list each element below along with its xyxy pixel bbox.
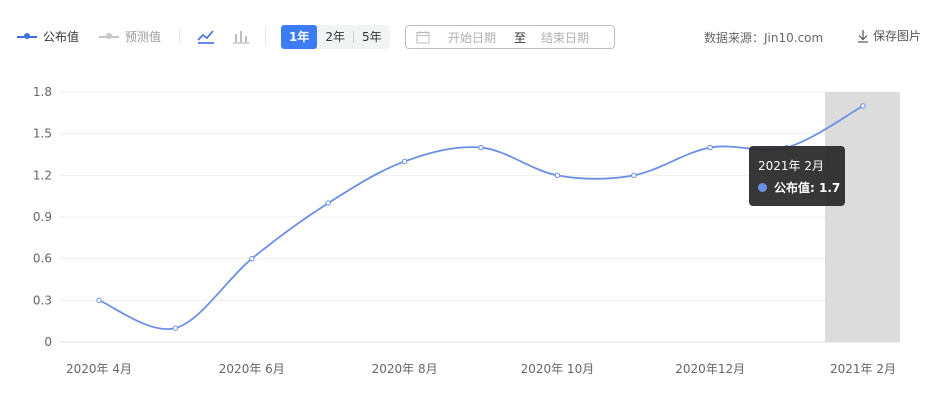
data-point[interactable] — [96, 297, 102, 304]
bar-chart-icon[interactable] — [231, 26, 251, 46]
save-image-button[interactable]: 保存图片 — [856, 27, 921, 44]
x-axis-labels: 2020年 4月 2020年 6月 2020年 8月 2020年 10月 2020年12… — [66, 362, 896, 376]
range-button-1y[interactable]: 1年 — [281, 25, 318, 49]
line-chart-icon[interactable] — [196, 26, 216, 46]
y-tick-label: 0.3 — [33, 293, 52, 307]
range-divider — [353, 31, 354, 43]
series-line-published — [98, 105, 864, 331]
range-button-2y[interactable]: 2年 — [325, 30, 345, 44]
x-tick-label: 2020年12月 — [675, 362, 745, 376]
data-point[interactable] — [631, 172, 637, 179]
chart-toolbar: 公布值 预测值 1年 2年 5年 开始日期 至 结束日期 数据来源：Jin10.… — [0, 0, 952, 72]
y-tick-label: 0.9 — [33, 210, 52, 224]
save-image-label: 保存图片 — [873, 29, 922, 43]
legend-forecast-marker — [99, 32, 119, 39]
data-point[interactable] — [172, 325, 179, 331]
tooltip-value: 公布值: 1.7 — [774, 181, 841, 195]
data-point[interactable] — [554, 172, 561, 179]
legend-published-marker — [17, 32, 37, 39]
calendar-icon — [416, 31, 430, 44]
range-selector: 1年 2年 5年 — [281, 25, 390, 49]
data-source: 数据来源：Jin10.com — [704, 31, 824, 45]
x-tick-label: 2020年 4月 — [66, 362, 132, 376]
x-tick-label: 2020年 6月 — [219, 362, 285, 376]
x-tick-label: 2020年 10月 — [521, 362, 595, 376]
start-date-input[interactable]: 开始日期 — [448, 30, 497, 45]
highlight-band — [825, 92, 900, 342]
x-tick-label: 2020年 8月 — [372, 362, 438, 376]
y-tick-label: 1.5 — [33, 127, 52, 141]
legend-forecast[interactable]: 预测值 — [99, 28, 161, 45]
date-separator: 至 — [514, 30, 527, 45]
y-tick-label: 1.8 — [33, 85, 52, 99]
data-point[interactable] — [401, 158, 408, 165]
legend-published[interactable]: 公布值 — [17, 28, 79, 45]
data-point[interactable] — [707, 144, 713, 151]
toolbar-divider — [265, 28, 266, 44]
y-tick-label: 0.6 — [33, 252, 52, 266]
y-tick-label: 1.2 — [33, 168, 52, 182]
range-button-5y[interactable]: 5年 — [362, 30, 382, 44]
legend-forecast-label: 预测值 — [125, 30, 162, 44]
y-axis-labels: 0 0.3 0.6 0.9 1.2 1.5 1.8 — [33, 85, 52, 349]
grid-lines — [60, 91, 900, 343]
tooltip: 2021年 2月 公布值: 1.7 — [749, 146, 845, 206]
tooltip-row: 公布值: 1.7 — [758, 179, 840, 196]
tooltip-title: 2021年 2月 — [758, 159, 824, 173]
data-point[interactable] — [325, 200, 331, 206]
data-point[interactable] — [249, 255, 255, 262]
tooltip-series-dot — [758, 183, 767, 192]
x-tick-label: 2021年 2月 — [830, 362, 896, 376]
end-date-input[interactable]: 结束日期 — [541, 30, 590, 45]
data-point[interactable] — [478, 144, 484, 151]
legend-published-label: 公布值 — [43, 30, 80, 44]
toolbar-divider — [179, 28, 180, 44]
data-point[interactable] — [860, 103, 866, 109]
date-range-picker[interactable]: 开始日期 至 结束日期 — [405, 25, 615, 49]
y-tick-label: 0 — [44, 335, 52, 349]
download-icon — [858, 29, 868, 43]
